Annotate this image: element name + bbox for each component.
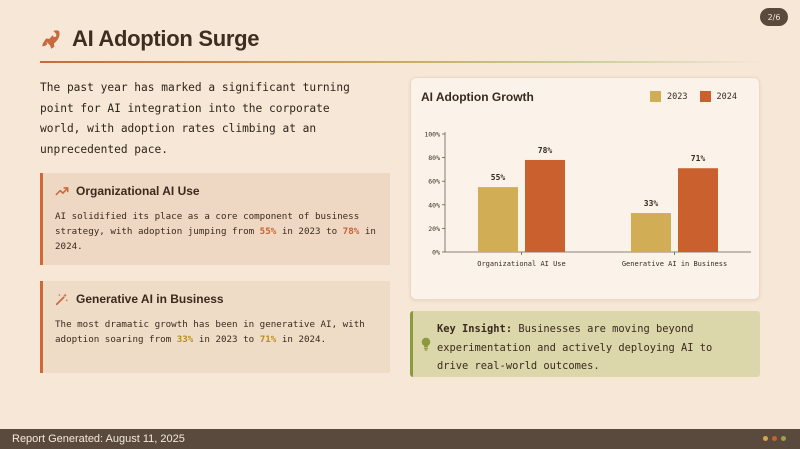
footer-dot: [781, 436, 786, 441]
y-tick-label: 40%: [428, 201, 440, 209]
data-label: 33%: [644, 199, 659, 208]
value-2023: 55%: [259, 226, 277, 237]
value-2024: 78%: [342, 226, 360, 237]
x-tick-label: Generative AI in Business: [622, 260, 727, 268]
value-2023: 33%: [176, 334, 194, 345]
y-tick-label: 20%: [428, 225, 440, 233]
page-title: AI Adoption Surge: [72, 26, 260, 51]
legend-swatch-2023: [650, 91, 662, 102]
card-organizational-ai: Organizational AI Use AI solidified its …: [40, 173, 390, 265]
footer-dot: [763, 436, 768, 441]
trending-up-icon: [55, 187, 69, 196]
bar-2023: [631, 213, 671, 252]
y-tick-label: 0%: [432, 249, 440, 257]
y-tick-label: 60%: [428, 178, 440, 186]
key-insight-box: Key Insight: Businesses are moving beyon…: [410, 311, 760, 377]
magic-wand-icon: [55, 293, 69, 306]
header-divider: [40, 61, 762, 63]
data-label: 78%: [538, 146, 553, 155]
bar-2024: [525, 159, 565, 252]
value-2024: 71%: [259, 334, 277, 345]
legend-item-2024: 2024: [699, 91, 737, 102]
data-label: 71%: [691, 154, 706, 163]
bar-2023: [478, 187, 518, 252]
card-body: The most dramatic growth has been in gen…: [55, 319, 365, 345]
rocket-icon: [42, 30, 60, 49]
insight-label: Key Insight:: [437, 323, 513, 335]
intro-paragraph: The past year has marked a significant t…: [40, 81, 350, 156]
card-title: Organizational AI Use: [76, 184, 200, 198]
footer-dots: [763, 436, 786, 441]
card-body: AI solidified its place as a core compon…: [55, 211, 376, 252]
x-tick-label: Organizational AI Use: [477, 260, 566, 268]
insight-text: Key Insight: Businesses are moving beyon…: [437, 323, 713, 372]
y-tick-label: 100%: [424, 131, 440, 139]
lightbulb-icon: [421, 337, 431, 351]
slide-header: AI Adoption Surge: [40, 22, 259, 56]
report-date: Report Generated: August 11, 2025: [12, 433, 185, 445]
footer: Report Generated: August 11, 2025: [0, 429, 800, 449]
chart-legend: 2023 2024: [650, 91, 737, 102]
bar-2024: [678, 168, 718, 252]
legend-swatch-2024: [699, 91, 711, 102]
chart-card: AI Adoption Growth 2023 2024 0% 20% 40% 60%…: [410, 77, 760, 300]
y-tick-label: 80%: [428, 154, 440, 162]
card-generative-ai: Generative AI in Business The most drama…: [40, 281, 390, 373]
footer-dot: [772, 436, 777, 441]
bar-chart: 0% 20% 40% 60% 80% 100% 55% 78% Organizational A…: [424, 131, 751, 268]
data-label: 55%: [491, 173, 506, 182]
card-title: Generative AI in Business: [76, 292, 224, 306]
page-indicator: 2/6: [760, 8, 788, 26]
legend-item-2023: 2023: [650, 91, 688, 102]
legend-label-2024: 2024: [716, 91, 737, 102]
legend-label-2023: 2023: [667, 91, 688, 102]
chart-title: AI Adoption Growth: [421, 90, 534, 104]
